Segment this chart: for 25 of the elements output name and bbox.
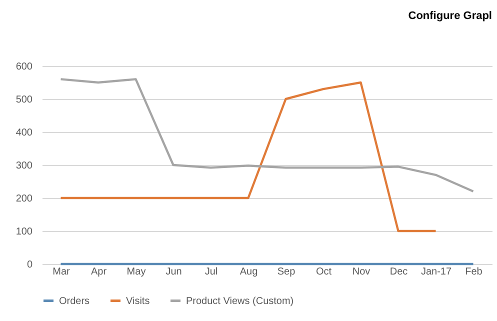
legend-label: Orders [59,296,90,307]
y-tick-label: 0 [26,260,33,270]
x-tick-label: May [126,266,146,278]
x-tick-label: Aug [240,266,258,278]
y-tick-label: 300 [16,160,33,172]
chart-title: Configure Grapl [408,10,492,22]
y-tick-label: 500 [16,94,33,106]
x-tick-label: Dec [390,266,408,278]
x-tick-label: Jul [204,266,218,278]
x-tick-label: Jan-17 [420,266,452,278]
y-tick-label: 400 [16,128,33,138]
x-tick-label: Sep [277,266,296,278]
y-tick-label: 600 [16,62,33,72]
x-tick-label: Apr [90,266,108,278]
line-series [60,81,437,232]
x-tick-label: Jun [166,266,182,278]
line-series [60,78,474,192]
legend-label: Product Views (Custom) [186,296,294,307]
x-tick-label: Feb [465,266,483,278]
legend-label: Visits [126,296,150,307]
x-tick-label: Mar [52,266,71,278]
y-tick-label: 100 [16,226,33,238]
x-tick-label: Nov [352,266,370,278]
y-tick-label: 200 [16,194,33,204]
x-tick-label: Oct [316,266,332,278]
